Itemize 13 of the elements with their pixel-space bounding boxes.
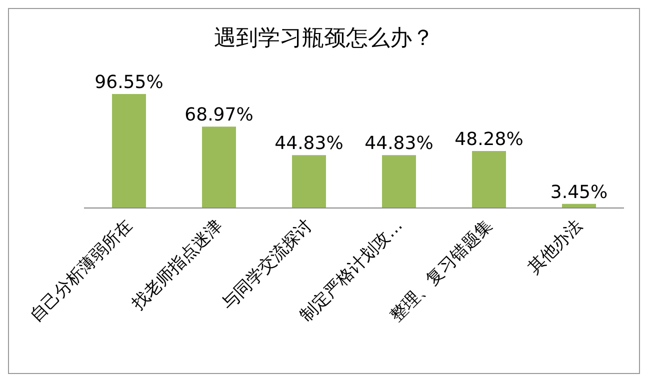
data-label: 44.83% [274, 133, 344, 154]
bar [202, 126, 236, 208]
x-tick-label: 其他办法 [524, 216, 587, 278]
data-label: 68.97% [184, 104, 254, 126]
data-label: 3.45% [550, 182, 608, 203]
bar [112, 94, 146, 208]
data-label: 48.28% [454, 128, 524, 150]
bar [472, 150, 506, 208]
bar [292, 155, 326, 208]
data-label: 44.83% [364, 133, 434, 154]
chart-title: 遇到学习瓶颈怎么办？ [213, 25, 435, 53]
bar [382, 155, 416, 208]
data-label: 96.55% [94, 72, 164, 93]
